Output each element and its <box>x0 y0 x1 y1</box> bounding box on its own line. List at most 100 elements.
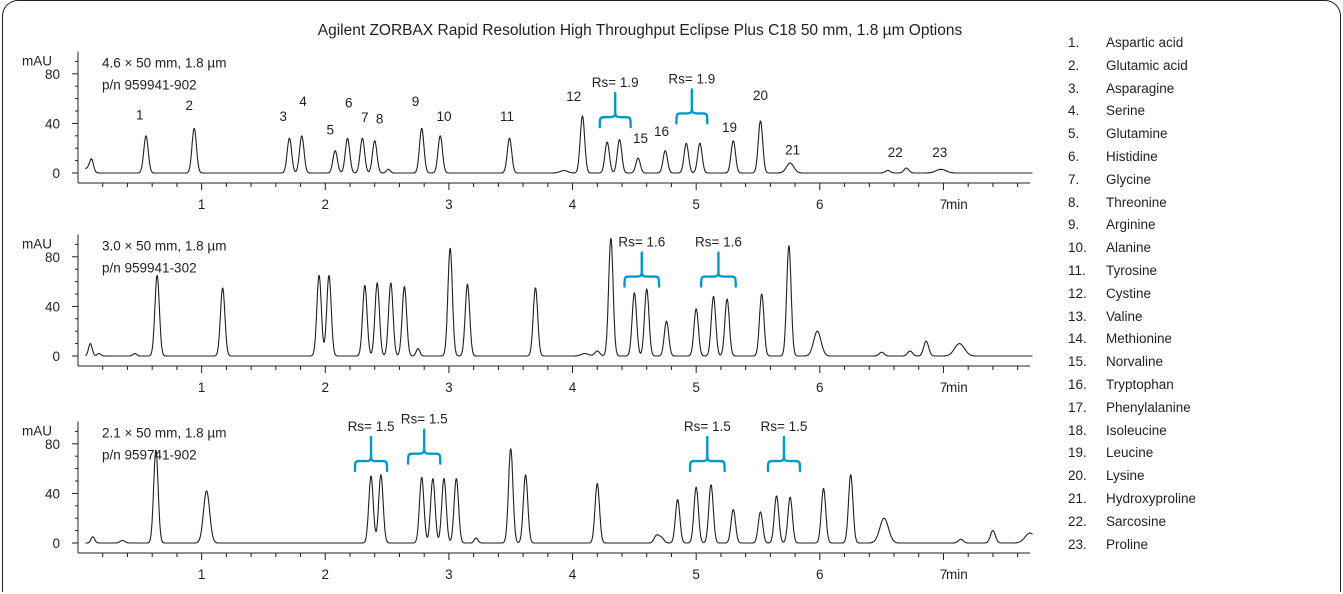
peak-label: 9 <box>412 94 420 109</box>
y-tick-label: 80 <box>45 250 60 265</box>
y-tick-label: 40 <box>45 299 60 314</box>
legend-item-number: 9. <box>1068 217 1080 233</box>
peak-label: 7 <box>361 110 369 125</box>
x-axis-label: min <box>946 380 968 395</box>
legend-item-name: Glutamic acid <box>1106 57 1188 73</box>
resolution-label: Rs= 1.5 <box>761 419 808 434</box>
x-tick-label: 6 <box>816 197 824 212</box>
legend-item-name: Isoleucine <box>1106 422 1167 438</box>
peak-label: 15 <box>633 131 648 146</box>
legend-item-name: Phenylalanine <box>1106 399 1191 415</box>
resolution-bracket <box>598 91 632 129</box>
x-tick-label: 7 <box>940 380 948 395</box>
legend-item: 21. Hydroxyproline <box>1068 488 1196 511</box>
part-number-label: p/n 959941-302 <box>102 260 197 275</box>
peak-label: 3 <box>279 109 287 124</box>
peak-label: 16 <box>654 124 669 139</box>
y-tick-label: 80 <box>45 437 60 452</box>
legend-item-name: Histidine <box>1106 148 1158 164</box>
peak-label: 12 <box>566 89 581 104</box>
legend-item-number: 22. <box>1068 513 1087 529</box>
y-axis-label: mAU <box>22 423 52 438</box>
legend-item-name: Sarcosine <box>1106 513 1167 529</box>
legend-item: 7. Glycine <box>1068 169 1196 192</box>
resolution-label: Rs= 1.9 <box>592 75 639 90</box>
legend-item-number: 18. <box>1068 422 1087 438</box>
x-tick-label: 3 <box>445 567 453 582</box>
peak-label: 10 <box>436 109 451 124</box>
x-axis-label: min <box>946 197 968 212</box>
legend-item-number: 2. <box>1068 57 1080 73</box>
legend-item-number: 3. <box>1068 80 1080 96</box>
peak-label: 6 <box>345 95 353 110</box>
legend-item-number: 7. <box>1068 171 1080 187</box>
legend-item-number: 21. <box>1068 490 1087 506</box>
chromatogram-trace <box>85 115 1033 174</box>
x-tick-label: 2 <box>322 567 330 582</box>
legend-item-name: Lysine <box>1106 468 1145 484</box>
x-tick-label: 4 <box>569 380 577 395</box>
legend-item: 13. Valine <box>1068 306 1196 329</box>
peak-label: 5 <box>326 123 334 138</box>
legend-item: 1. Aspartic acid <box>1068 32 1196 55</box>
peak-label: 23 <box>932 145 947 160</box>
peak-label: 8 <box>376 111 384 126</box>
legend-item-number: 4. <box>1068 103 1080 119</box>
peak-label: 2 <box>186 98 194 113</box>
legend-item-number: 17. <box>1068 399 1087 415</box>
y-tick-label: 0 <box>52 536 60 551</box>
peak-label: 21 <box>785 142 800 157</box>
legend-item-name: Arginine <box>1106 217 1156 233</box>
legend-item-name: Norvaline <box>1106 354 1164 370</box>
x-tick-label: 4 <box>569 567 577 582</box>
legend-item: 5. Glutamine <box>1068 123 1196 146</box>
resolution-bracket <box>688 435 726 473</box>
x-tick-label: 6 <box>816 380 824 395</box>
legend-item-name: Tyrosine <box>1106 262 1158 278</box>
legend-item: 3. Asparagine <box>1068 78 1196 101</box>
peak-label: 20 <box>753 88 768 103</box>
chromatogram-trace <box>85 448 1033 544</box>
legend-item: 10. Alanine <box>1068 237 1196 260</box>
peak-label: 11 <box>500 109 514 124</box>
resolution-bracket <box>353 435 389 473</box>
resolution-bracket <box>766 435 802 473</box>
x-tick-label: 5 <box>692 380 700 395</box>
legend-item: 17. Phenylalanine <box>1068 397 1196 420</box>
legend-item: 4. Serine <box>1068 100 1196 123</box>
legend-item-name: Valine <box>1106 308 1143 324</box>
legend-item: 11. Tyrosine <box>1068 260 1196 283</box>
resolution-label: Rs= 1.6 <box>618 235 665 250</box>
legend-item-number: 6. <box>1068 148 1080 164</box>
legend-item: 8. Threonine <box>1068 192 1196 215</box>
x-tick-label: 2 <box>322 380 330 395</box>
legend-item: 9. Arginine <box>1068 214 1196 237</box>
legend-item: 19. Leucine <box>1068 442 1196 465</box>
legend-item: 22. Sarcosine <box>1068 511 1196 534</box>
x-tick-label: 1 <box>198 380 206 395</box>
legend-item-name: Proline <box>1106 536 1149 552</box>
legend-item-number: 13. <box>1068 308 1087 324</box>
legend-item-number: 14. <box>1068 331 1087 347</box>
y-tick-label: 0 <box>52 349 60 364</box>
resolution-label: Rs= 1.5 <box>348 419 395 434</box>
legend-item-number: 20. <box>1068 468 1087 484</box>
chromatogram-trace <box>85 237 1033 357</box>
legend-item-number: 23. <box>1068 536 1087 552</box>
chart-title: Agilent ZORBAX Rapid Resolution High Thr… <box>318 22 963 39</box>
x-tick-label: 2 <box>322 197 330 212</box>
legend-item-name: Cystine <box>1106 285 1152 301</box>
legend-item-name: Methionine <box>1106 331 1173 347</box>
legend-item-name: Serine <box>1106 103 1146 119</box>
legend-item: 14. Methionine <box>1068 328 1196 351</box>
legend-item-number: 19. <box>1068 445 1087 461</box>
x-tick-label: 4 <box>569 197 577 212</box>
legend-item: 12. Cystine <box>1068 283 1196 306</box>
resolution-bracket <box>623 251 661 288</box>
legend-item: 23. Proline <box>1068 534 1196 557</box>
resolution-label: Rs= 1.6 <box>695 235 742 250</box>
